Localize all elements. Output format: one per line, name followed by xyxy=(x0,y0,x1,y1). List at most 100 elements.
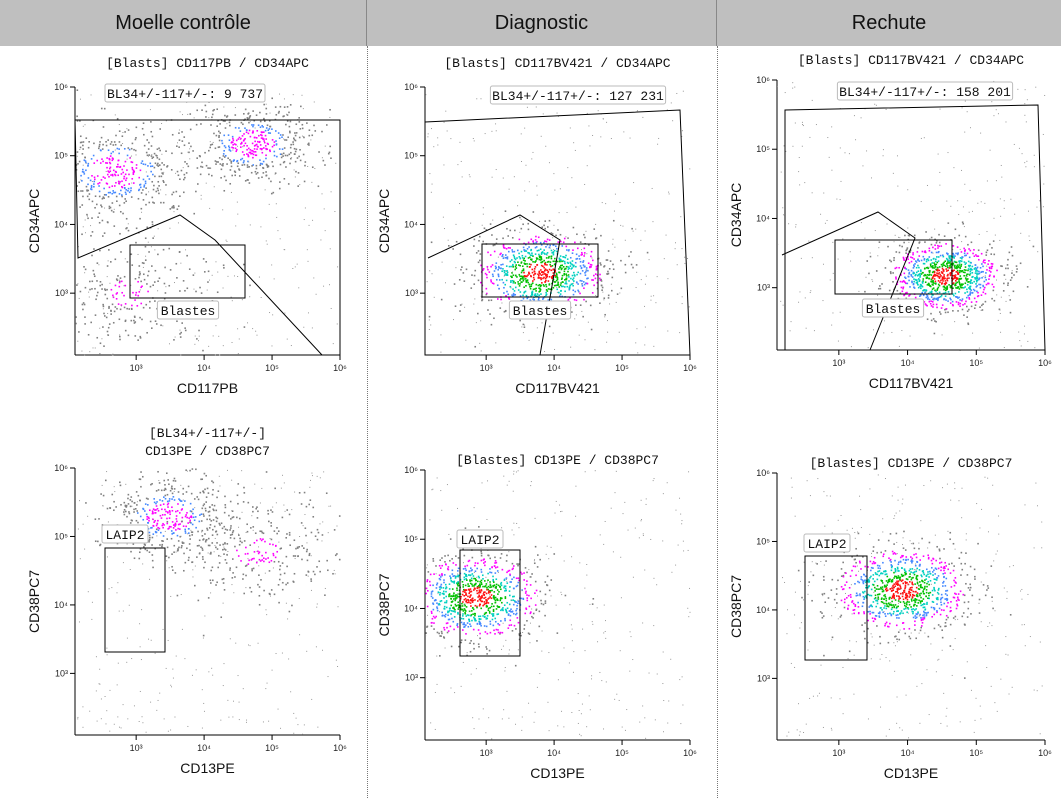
gate-polygon xyxy=(784,104,1046,351)
y-tick-label: 10³ xyxy=(405,673,418,683)
plot-title: [Blasts] CD117BV421 / CD34APC xyxy=(444,56,670,71)
y-tick-label: 10⁴ xyxy=(54,219,68,229)
column-divider xyxy=(367,46,368,798)
x-tick-label: 10³ xyxy=(832,358,845,368)
x-tick-label: 10⁴ xyxy=(901,748,915,758)
y-tick-label: 10⁶ xyxy=(404,465,418,475)
flow-plot-5: [Blastes] CD13PE / CD38PC7 10³ 10⁴ 10⁵ 10⁶ 10… xyxy=(376,453,697,781)
gate-rectangle xyxy=(481,243,599,298)
y-tick-label: 10⁵ xyxy=(404,151,418,161)
gate-label-box xyxy=(508,300,572,320)
y-tick-label: 10⁴ xyxy=(756,605,770,615)
gate-label-box xyxy=(456,529,504,549)
gate-rectangle xyxy=(804,555,868,661)
flow-plot-1: [Blasts] CD117PB / CD34APC 10³ 10⁴ 10⁵ 10⁶ 10… xyxy=(26,56,347,396)
y-tick-label: 10³ xyxy=(55,288,68,298)
plot-title: [Blastes] CD13PE / CD38PC7 xyxy=(456,453,659,468)
plot-subtitle: CD13PE / CD38PC7 xyxy=(145,444,270,459)
gate-label: LAIP2 xyxy=(105,528,144,543)
flow-plot-6: [Blastes] CD13PE / CD38PC7 10³ 10⁴ 10⁵ 10⁶ 10… xyxy=(728,456,1052,781)
x-tick-label: 10⁶ xyxy=(1038,748,1052,758)
events xyxy=(782,474,1043,739)
y-axis-label: CD38PC7 xyxy=(26,570,42,633)
plot-title: [BL34+/-117+/-] xyxy=(149,426,266,441)
x-tick-label: 10⁵ xyxy=(969,748,983,758)
plot-title: [Blasts] CD117BV421 / CD34APC xyxy=(798,53,1024,68)
flow-plot-4: [BL34+/-117+/-] CD13PE / CD38PC7 10³ 10⁴ 10⁵… xyxy=(26,426,347,776)
gate-label: BL34+/-117+/-: 127 231 xyxy=(492,89,664,104)
y-tick-label: 10⁵ xyxy=(54,531,68,541)
gate-polygon xyxy=(74,119,341,356)
gate-label-box xyxy=(861,298,925,318)
y-axis-label: CD34APC xyxy=(728,183,744,248)
x-tick-label: 10⁶ xyxy=(333,743,347,753)
gate-rectangle xyxy=(129,244,246,299)
y-axis-label: CD34APC xyxy=(26,189,42,254)
x-tick-label: 10³ xyxy=(130,743,143,753)
gate-rectangle xyxy=(459,549,521,657)
y-tick-label: 10⁴ xyxy=(404,603,418,613)
y-tick-label: 10⁴ xyxy=(54,600,68,610)
y-tick-label: 10⁵ xyxy=(404,534,418,544)
y-tick-label: 10³ xyxy=(405,288,418,298)
column-divider xyxy=(717,46,718,798)
plot-title: [Blastes] CD13PE / CD38PC7 xyxy=(810,456,1013,471)
x-tick-label: 10⁵ xyxy=(615,363,629,373)
gate-label: BL34+/-117+/-: 158 201 xyxy=(839,85,1011,100)
x-tick-label: 10³ xyxy=(130,363,143,373)
gate-label: Blastes xyxy=(866,302,921,317)
x-axis-label: CD117BV421 xyxy=(869,375,954,391)
y-tick-label: 10³ xyxy=(55,668,68,678)
x-tick-label: 10³ xyxy=(480,363,493,373)
gate-label-box xyxy=(101,524,149,544)
x-tick-label: 10⁴ xyxy=(547,748,561,758)
x-axis-label: CD13PE xyxy=(884,765,938,781)
y-tick-label: 10⁶ xyxy=(756,75,770,85)
events xyxy=(425,470,691,740)
column-header-moelle: Moelle contrôle xyxy=(0,0,367,46)
gate-label: LAIP2 xyxy=(807,537,846,552)
x-tick-label: 10⁵ xyxy=(265,363,279,373)
y-tick-label: 10⁴ xyxy=(404,219,418,229)
x-tick-label: 10⁴ xyxy=(197,743,211,753)
y-tick-label: 10⁴ xyxy=(756,213,770,223)
x-axis-label: CD117PB xyxy=(177,380,238,396)
x-tick-label: 10⁵ xyxy=(615,748,629,758)
flow-plot-2: [Blasts] CD117BV421 / CD34APC 10³ 10⁴ 10⁵ 10… xyxy=(376,56,697,396)
flow-plot-3: [Blasts] CD117BV421 / CD34APC 10³ 10⁴ 10⁵ 10… xyxy=(728,53,1052,391)
x-tick-label: 10⁵ xyxy=(265,743,279,753)
gate-label: Blastes xyxy=(161,304,216,319)
gate-label: LAIP2 xyxy=(460,533,499,548)
y-tick-label: 10⁵ xyxy=(756,144,770,154)
y-tick-label: 10⁶ xyxy=(756,468,770,478)
gate-label-box xyxy=(104,83,266,103)
x-tick-label: 10⁴ xyxy=(197,363,211,373)
x-tick-label: 10⁴ xyxy=(901,358,915,368)
gate-line xyxy=(781,211,916,351)
y-tick-label: 10⁶ xyxy=(54,463,68,473)
y-tick-label: 10³ xyxy=(757,673,770,683)
x-axis-label: CD117BV421 xyxy=(515,380,600,396)
y-tick-label: 10³ xyxy=(757,283,770,293)
events xyxy=(77,468,341,735)
y-tick-label: 10⁶ xyxy=(404,82,418,92)
column-header-rechute: Rechute xyxy=(717,0,1061,46)
x-tick-label: 10⁶ xyxy=(683,363,697,373)
x-axis-label: CD13PE xyxy=(530,765,584,781)
x-tick-label: 10⁶ xyxy=(1038,358,1052,368)
x-tick-label: 10⁵ xyxy=(969,358,983,368)
y-axis-label: CD38PC7 xyxy=(376,573,392,636)
gate-label-box xyxy=(489,85,667,105)
gate-label-box xyxy=(836,81,1014,101)
x-tick-label: 10³ xyxy=(480,748,493,758)
gate-polygon xyxy=(424,109,691,356)
gate-label: Blastes xyxy=(513,304,568,319)
y-tick-label: 10⁵ xyxy=(756,536,770,546)
y-tick-label: 10⁵ xyxy=(54,151,68,161)
y-tick-label: 10⁶ xyxy=(54,82,68,92)
column-header-diagnostic: Diagnostic xyxy=(367,0,717,46)
x-tick-label: 10⁴ xyxy=(547,363,561,373)
x-tick-label: 10³ xyxy=(832,748,845,758)
